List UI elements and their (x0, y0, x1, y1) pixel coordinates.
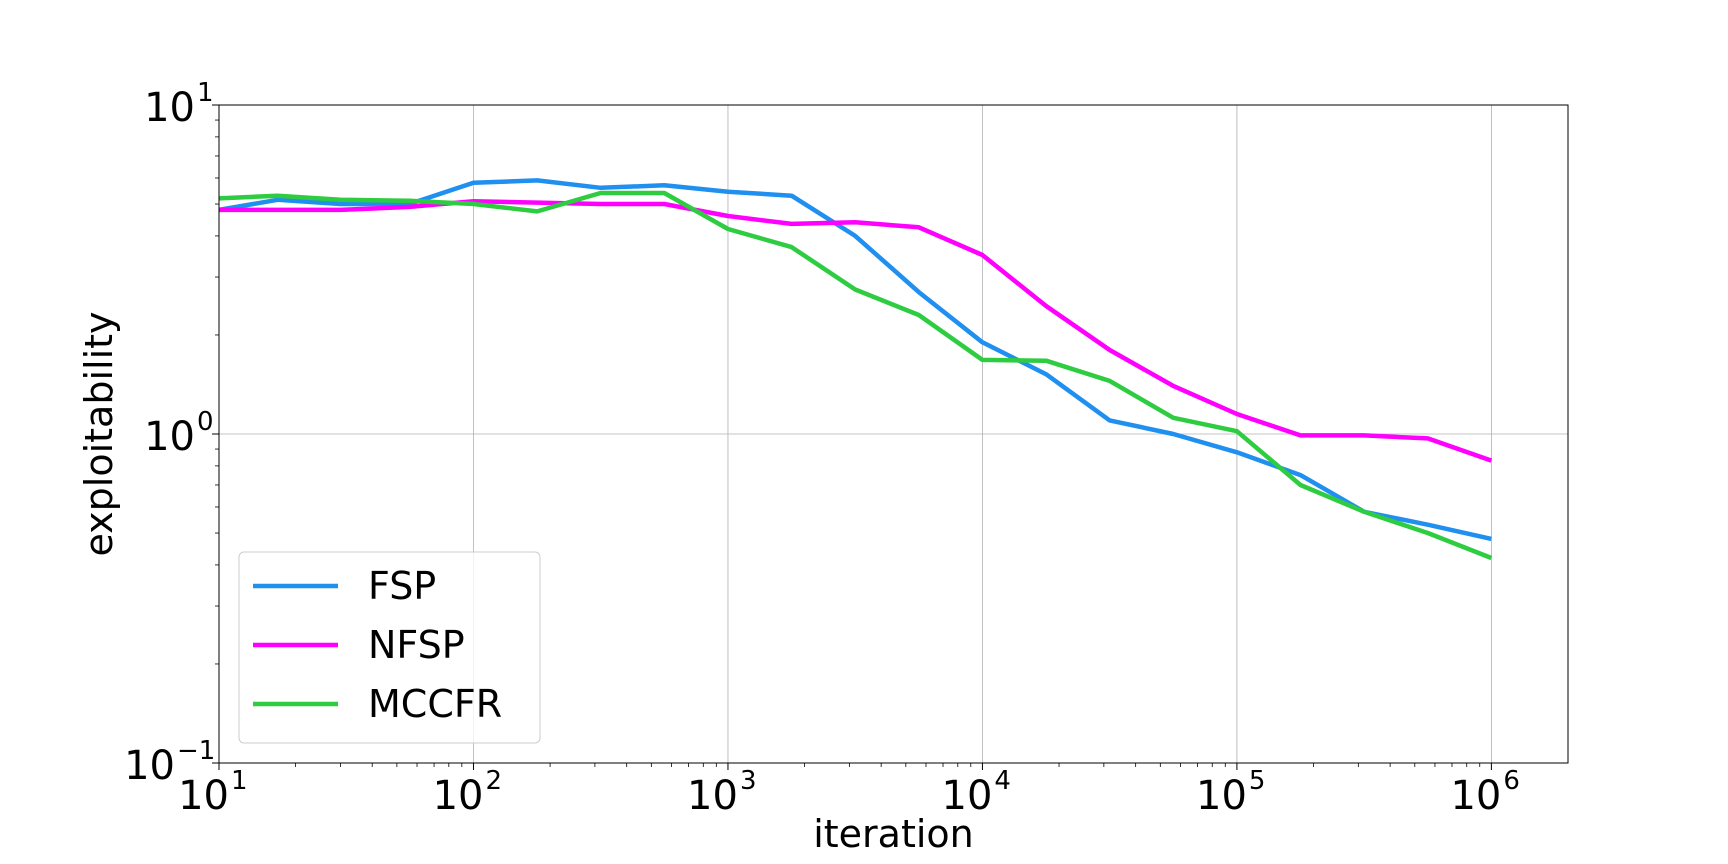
minor-ticks (215, 119, 1481, 767)
x-tick-labels: 10 1 10 2 10 3 10 4 10 5 10 6 (178, 766, 1520, 819)
x-tick-base: 10 (1450, 773, 1501, 819)
major-ticks (212, 104, 1492, 770)
y-tick-label: 10 1 (144, 78, 213, 131)
x-tick-base: 10 (942, 773, 993, 819)
x-axis-label: iteration (813, 812, 974, 856)
y-tick-label: 10 0 (144, 407, 213, 460)
series-line-nfsp (219, 198, 1493, 463)
x-tick-exponent: 6 (1503, 766, 1520, 796)
x-tick-exponent: 4 (994, 766, 1011, 796)
series-line-mccfr (218, 190, 1493, 561)
y-tick-exponent: 1 (197, 78, 214, 108)
y-tick-label: 10 −1 (124, 736, 215, 789)
legend-entry: FSP (253, 564, 436, 608)
y-tick-base: 10 (144, 85, 195, 131)
x-tick-base: 10 (687, 773, 738, 819)
y-tick-base: 10 (124, 743, 175, 789)
x-tick-label: 10 5 (1196, 766, 1265, 819)
y-tick-exponent: 0 (197, 407, 214, 437)
series-lines (218, 178, 1493, 561)
legend-label: NFSP (368, 623, 465, 667)
x-tick-label: 10 6 (1450, 766, 1519, 819)
legend-label: FSP (368, 564, 436, 608)
x-tick-exponent: 2 (485, 766, 502, 796)
x-tick-label: 10 4 (942, 766, 1011, 819)
x-tick-base: 10 (433, 773, 484, 819)
x-tick-label: 10 1 (178, 766, 247, 819)
y-axis-label: exploitability (77, 311, 121, 556)
x-tick-label: 10 3 (687, 766, 756, 819)
x-tick-base: 10 (1196, 773, 1247, 819)
legend-entry: NFSP (253, 623, 465, 667)
legend-box (238, 551, 541, 744)
x-tick-exponent: 5 (1249, 766, 1266, 796)
legend: FSP NFSP MCCFR (238, 551, 541, 744)
legend-entry: MCCFR (253, 682, 502, 726)
y-tick-base: 10 (144, 414, 195, 460)
x-tick-label: 10 2 (433, 766, 502, 819)
y-tick-exponent: −1 (177, 736, 215, 766)
x-tick-exponent: 3 (740, 766, 757, 796)
x-tick-base: 10 (178, 773, 229, 819)
x-tick-exponent: 1 (231, 766, 248, 796)
legend-label: MCCFR (368, 682, 502, 726)
